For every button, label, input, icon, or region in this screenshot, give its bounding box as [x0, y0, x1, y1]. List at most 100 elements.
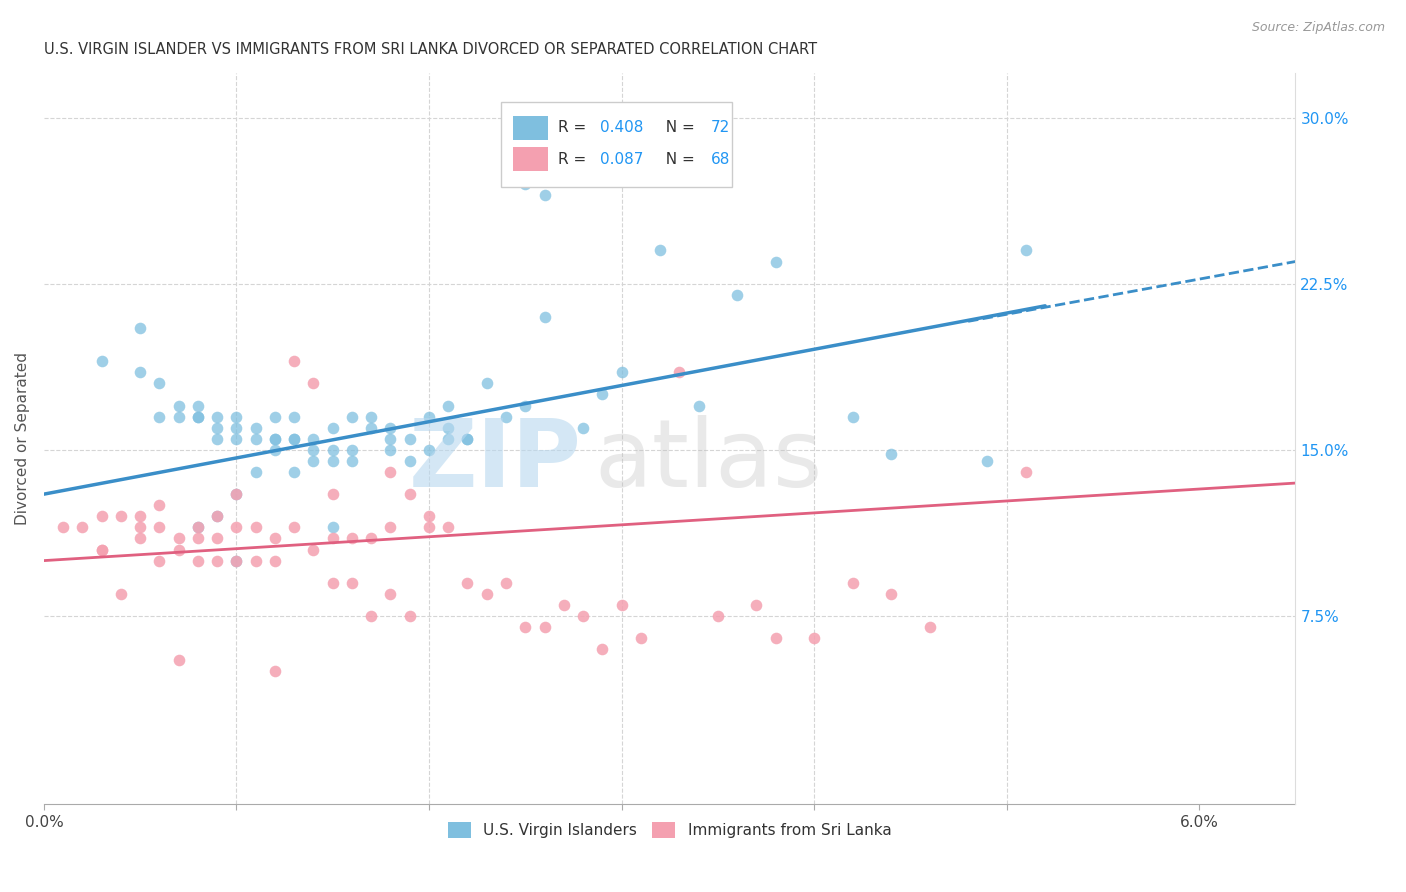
- Point: [167, 409, 190, 424]
- Point: [457, 432, 479, 446]
- Point: [245, 465, 267, 479]
- Text: ZIP: ZIP: [409, 415, 582, 507]
- Point: [90, 542, 112, 557]
- Point: [264, 442, 287, 457]
- Point: [457, 432, 479, 446]
- Point: [225, 420, 247, 434]
- Point: [418, 409, 440, 424]
- Point: [475, 587, 498, 601]
- Text: N =: N =: [657, 120, 700, 136]
- Point: [187, 409, 209, 424]
- Point: [688, 399, 710, 413]
- Text: atlas: atlas: [595, 415, 823, 507]
- Point: [533, 620, 555, 634]
- Point: [1015, 465, 1038, 479]
- Point: [591, 642, 613, 657]
- Point: [283, 520, 305, 534]
- Point: [380, 520, 402, 534]
- Point: [283, 409, 305, 424]
- Point: [322, 520, 344, 534]
- Point: [129, 321, 152, 335]
- Point: [572, 609, 595, 624]
- Point: [110, 509, 132, 524]
- Point: [495, 575, 517, 590]
- Point: [322, 420, 344, 434]
- Point: [880, 587, 903, 601]
- Point: [630, 631, 652, 645]
- Point: [322, 487, 344, 501]
- Point: [205, 553, 228, 567]
- Point: [205, 509, 228, 524]
- Point: [167, 542, 190, 557]
- Point: [322, 454, 344, 468]
- Point: [475, 376, 498, 391]
- Point: [264, 532, 287, 546]
- Text: 0.087: 0.087: [599, 152, 643, 167]
- Point: [360, 532, 382, 546]
- Point: [264, 665, 287, 679]
- Point: [264, 432, 287, 446]
- Point: [765, 254, 787, 268]
- Point: [437, 520, 460, 534]
- Point: [52, 520, 75, 534]
- Point: [322, 442, 344, 457]
- Point: [918, 620, 941, 634]
- Point: [707, 609, 730, 624]
- Point: [457, 575, 479, 590]
- Point: [302, 432, 325, 446]
- Point: [283, 432, 305, 446]
- Point: [245, 553, 267, 567]
- Point: [398, 454, 420, 468]
- Text: 68: 68: [711, 152, 730, 167]
- Point: [380, 587, 402, 601]
- Point: [322, 575, 344, 590]
- Point: [225, 553, 247, 567]
- Point: [1015, 244, 1038, 258]
- Point: [533, 310, 555, 324]
- Point: [225, 553, 247, 567]
- Point: [398, 609, 420, 624]
- Legend: U.S. Virgin Islanders, Immigrants from Sri Lanka: U.S. Virgin Islanders, Immigrants from S…: [441, 816, 897, 844]
- Point: [264, 409, 287, 424]
- Point: [976, 454, 998, 468]
- Point: [418, 520, 440, 534]
- Point: [380, 432, 402, 446]
- Point: [360, 409, 382, 424]
- Point: [745, 598, 768, 612]
- FancyBboxPatch shape: [513, 116, 548, 140]
- Point: [148, 409, 170, 424]
- Point: [725, 287, 748, 301]
- Point: [437, 432, 460, 446]
- Point: [129, 520, 152, 534]
- Point: [245, 420, 267, 434]
- Point: [495, 409, 517, 424]
- Point: [610, 598, 633, 612]
- Point: [515, 399, 537, 413]
- Point: [398, 487, 420, 501]
- Text: Source: ZipAtlas.com: Source: ZipAtlas.com: [1251, 21, 1385, 34]
- Point: [360, 420, 382, 434]
- Point: [340, 442, 363, 457]
- Point: [418, 442, 440, 457]
- Point: [283, 432, 305, 446]
- Point: [129, 365, 152, 379]
- Point: [302, 376, 325, 391]
- Point: [167, 399, 190, 413]
- Point: [340, 409, 363, 424]
- Point: [225, 432, 247, 446]
- Point: [264, 553, 287, 567]
- Point: [187, 520, 209, 534]
- Point: [380, 420, 402, 434]
- Point: [205, 532, 228, 546]
- Text: U.S. VIRGIN ISLANDER VS IMMIGRANTS FROM SRI LANKA DIVORCED OR SEPARATED CORRELAT: U.S. VIRGIN ISLANDER VS IMMIGRANTS FROM …: [44, 42, 817, 57]
- Text: N =: N =: [657, 152, 700, 167]
- Point: [418, 509, 440, 524]
- Point: [148, 553, 170, 567]
- Point: [129, 532, 152, 546]
- Point: [245, 432, 267, 446]
- Point: [187, 553, 209, 567]
- Point: [187, 409, 209, 424]
- Point: [205, 409, 228, 424]
- Y-axis label: Divorced or Separated: Divorced or Separated: [15, 352, 30, 525]
- Point: [437, 420, 460, 434]
